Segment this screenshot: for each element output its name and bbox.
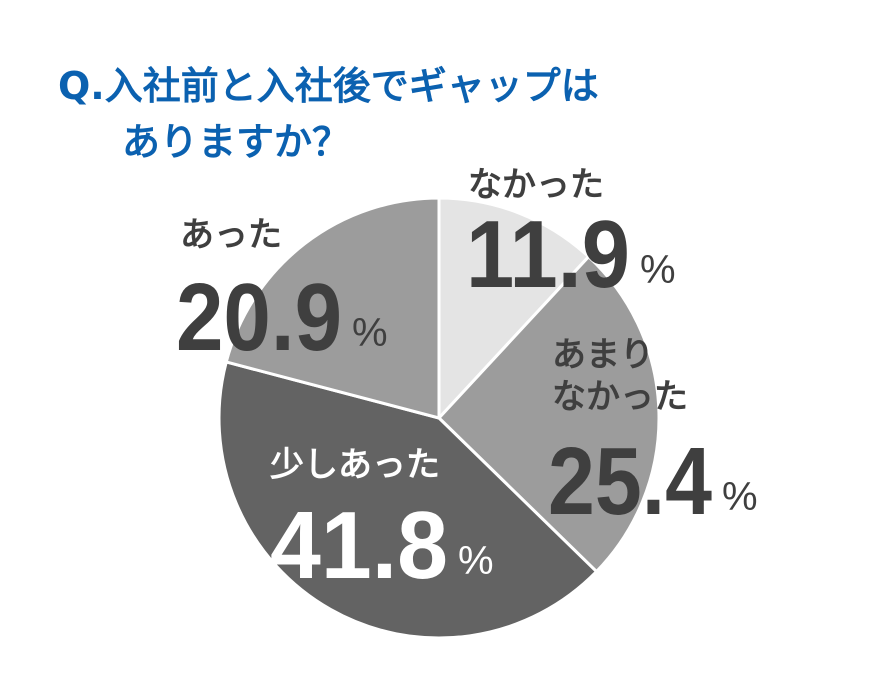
slice-value-4: 20.9 xyxy=(176,264,342,371)
slice-unit-2: % xyxy=(722,475,758,519)
pie-slice-1 xyxy=(437,196,591,420)
chart-title-line2: ありますか？ xyxy=(122,120,351,164)
slice-value-3: 41.8 xyxy=(270,492,448,599)
slice-value-2: 25.4 xyxy=(548,428,712,535)
slice-value-1: 11.9 xyxy=(466,201,630,308)
pie-slice-2 xyxy=(437,255,661,574)
chart-title: Q.入社前と入社後でギャップは ありますか？ xyxy=(58,58,599,170)
slice-unit-3: % xyxy=(458,539,494,583)
slice-label-3: 少しあった xyxy=(270,445,440,485)
chart-title-line1: Q.入社前と入社後でギャップは xyxy=(58,64,599,108)
slice-unit-4: % xyxy=(352,311,388,355)
slice-label-4: あった xyxy=(180,215,282,255)
pie-slices xyxy=(217,196,661,640)
slice-unit-1: % xyxy=(640,248,676,292)
slice-label-1: なかった xyxy=(468,165,604,205)
pie-slice-4 xyxy=(224,196,441,420)
pie-slice-3 xyxy=(217,360,599,640)
slice-label-2: あまりなかった xyxy=(552,335,688,417)
